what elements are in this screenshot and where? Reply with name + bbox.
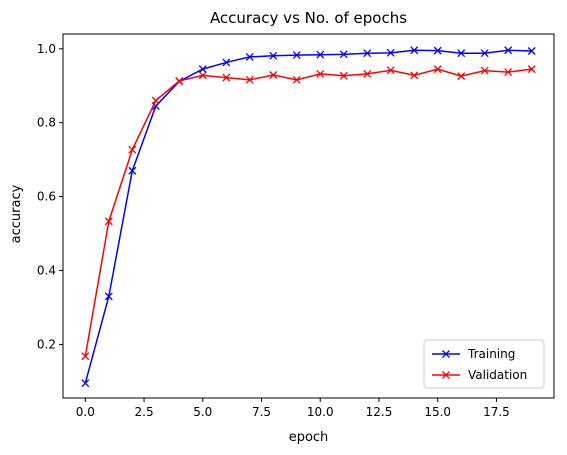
validation-point	[128, 145, 137, 154]
training-point	[527, 47, 536, 55]
training-point	[433, 46, 442, 55]
x-tick-label: 2.5	[135, 405, 154, 419]
validation-point	[104, 217, 113, 226]
chart-title: Accuracy vs No. of epochs	[210, 9, 407, 27]
y-tick-label: 0.4	[37, 264, 56, 278]
y-tick-label: 0.2	[37, 337, 56, 351]
x-tick-label: 7.5	[252, 405, 271, 419]
validation-point	[504, 68, 513, 77]
x-tick-label: 5.0	[193, 405, 212, 419]
legend-training-marker	[442, 350, 450, 358]
legend-validation-marker	[442, 371, 450, 379]
x-tick-label: 17.5	[483, 405, 510, 419]
validation-point	[292, 75, 301, 84]
validation-point	[198, 71, 207, 80]
validation-point	[81, 352, 90, 361]
training-point	[339, 50, 348, 59]
training-point	[504, 46, 513, 55]
validation-point	[175, 76, 184, 85]
x-axis-label: epoch	[289, 430, 329, 445]
training-point	[222, 58, 231, 67]
training-point	[363, 49, 372, 58]
validation-point	[151, 96, 160, 105]
y-tick-label: 0.6	[37, 190, 56, 204]
validation-point	[457, 72, 466, 81]
validation-point	[316, 69, 325, 78]
validation-series-line	[84, 68, 532, 357]
training-point	[316, 50, 325, 59]
axes-frame	[62, 33, 555, 399]
training-point	[457, 49, 466, 58]
validation-point	[245, 75, 254, 84]
training-point	[269, 51, 278, 60]
training-series-line	[84, 49, 532, 384]
training-point	[81, 379, 90, 388]
y-tick-label: 0.8	[37, 116, 56, 130]
training-point	[104, 292, 113, 301]
validation-point	[410, 71, 419, 80]
x-tick-label: 10.0	[307, 405, 334, 419]
legend-box	[423, 339, 545, 389]
training-point	[386, 48, 395, 57]
plot-area: 0.0 2.5 5.0 7.5 10.0 12.5 15.0 17.5 0.2 0.4 0.6 0.8…	[37, 33, 555, 419]
validation-point	[222, 73, 231, 82]
validation-point	[433, 65, 442, 74]
y-tick-label: 1.0	[37, 42, 56, 56]
training-point	[292, 51, 301, 60]
legend-validation-label: Validation	[468, 368, 527, 382]
validation-point	[363, 69, 372, 78]
x-tick-label: 0.0	[76, 405, 95, 419]
training-point	[245, 52, 254, 61]
training-point	[410, 46, 419, 55]
validation-point	[480, 66, 489, 75]
legend-training-label: Training	[467, 347, 515, 361]
training-point	[128, 166, 137, 175]
validation-point	[339, 71, 348, 80]
training-point	[480, 49, 489, 58]
training-point	[198, 65, 207, 74]
x-tick-label: 12.5	[366, 405, 393, 419]
validation-point	[527, 65, 536, 74]
y-axis-label: accuracy	[9, 184, 24, 243]
validation-point	[386, 66, 395, 75]
x-tick-label: 15.0	[424, 405, 451, 419]
validation-point	[269, 71, 278, 79]
